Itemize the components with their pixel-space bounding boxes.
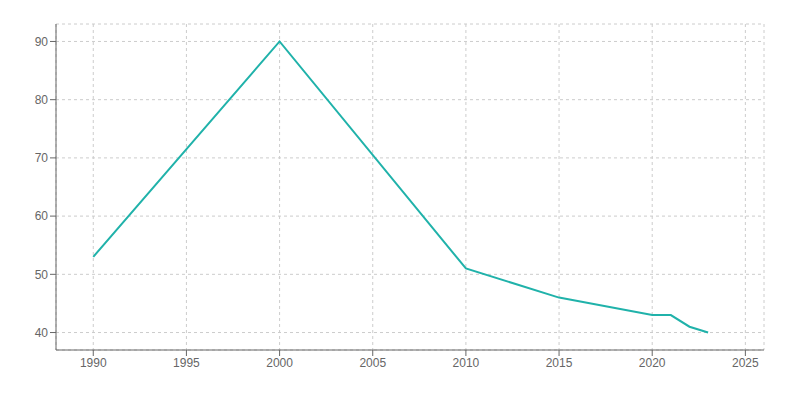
svg-text:2025: 2025 (732, 356, 759, 370)
svg-text:2005: 2005 (359, 356, 386, 370)
svg-text:1990: 1990 (80, 356, 107, 370)
svg-text:60: 60 (35, 209, 49, 223)
svg-text:2020: 2020 (639, 356, 666, 370)
svg-text:1995: 1995 (173, 356, 200, 370)
svg-text:40: 40 (35, 326, 49, 340)
svg-text:2015: 2015 (546, 356, 573, 370)
svg-text:80: 80 (35, 93, 49, 107)
svg-text:2000: 2000 (266, 356, 293, 370)
svg-text:50: 50 (35, 268, 49, 282)
svg-text:90: 90 (35, 35, 49, 49)
svg-text:70: 70 (35, 151, 49, 165)
svg-text:2010: 2010 (453, 356, 480, 370)
